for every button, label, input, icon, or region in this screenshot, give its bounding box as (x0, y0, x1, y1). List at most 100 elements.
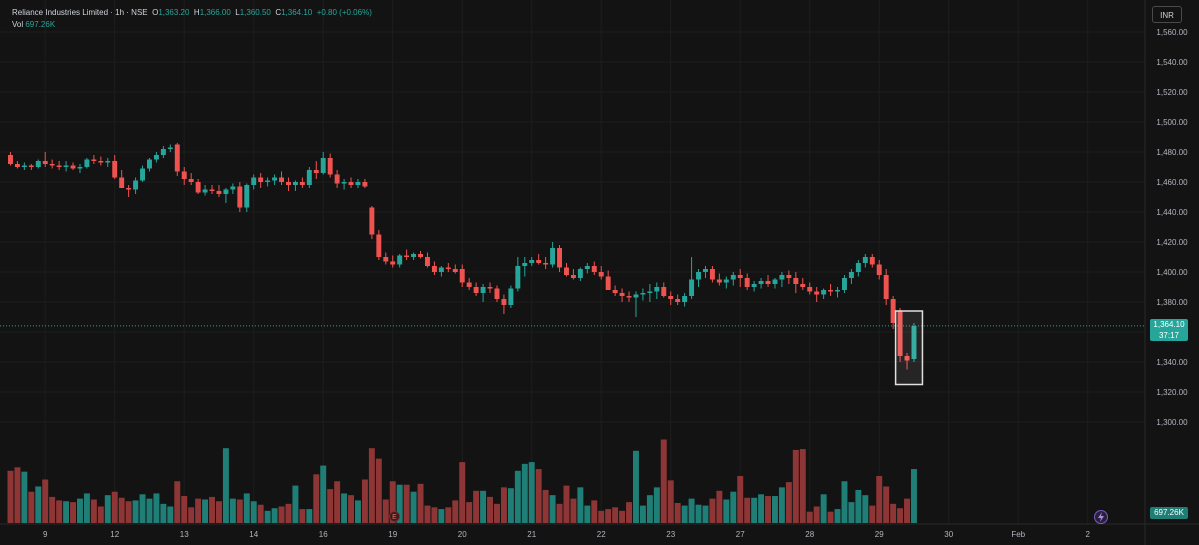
grid-lines (0, 0, 1145, 524)
candle-body (730, 275, 736, 280)
time-tick-label: Feb (1011, 530, 1025, 539)
volume-bar (834, 509, 841, 523)
volume-bar (216, 501, 222, 523)
volume-bar (125, 501, 132, 523)
lightning-icon[interactable] (1094, 510, 1108, 524)
candle-body (286, 182, 291, 185)
time-tick-label: 13 (180, 530, 189, 539)
volume-bar (890, 503, 897, 523)
time-tick-label: 21 (527, 530, 536, 539)
high-label: H (193, 8, 200, 17)
volume-bar (63, 501, 70, 523)
volume-bar (56, 500, 63, 523)
candle-body (765, 281, 771, 284)
candle-body (188, 179, 194, 182)
candle-body (459, 269, 465, 283)
candles (8, 143, 917, 370)
candle-body (140, 168, 145, 181)
volume-bar (904, 498, 910, 523)
volume-bar (243, 493, 250, 523)
volume-bars (7, 439, 917, 523)
candle-body (21, 165, 27, 167)
volume-bar (327, 489, 334, 523)
volume-bar (751, 497, 758, 523)
volume-bar (848, 502, 855, 523)
candle-body (835, 290, 840, 292)
volume-bar (452, 500, 459, 523)
volume-bar (7, 470, 14, 523)
candle-body (793, 278, 799, 284)
last-price-value: 1,364.10 (1153, 320, 1185, 329)
volume-bar (222, 448, 229, 523)
candle-body (452, 269, 458, 272)
candle-body (91, 159, 97, 161)
volume-bar (278, 506, 285, 523)
candle-body (564, 267, 569, 275)
volume-bar (389, 481, 396, 523)
volume-bar (911, 469, 917, 523)
candle-body (751, 284, 757, 287)
candle-body (584, 266, 590, 269)
volume-bar (716, 490, 723, 523)
bar-countdown: 37:17 (1158, 331, 1180, 340)
volume-bar (827, 511, 834, 523)
volume-bar (612, 507, 619, 523)
volume-bar (765, 496, 771, 523)
volume-bar (153, 493, 160, 523)
volume-bar (396, 484, 403, 523)
volume-bar (445, 507, 452, 523)
candle-body (105, 161, 111, 163)
candle-body (8, 155, 13, 164)
volume-bar (688, 498, 695, 523)
volume-bar (744, 497, 751, 523)
candle-body (299, 182, 305, 185)
candle-body (605, 276, 611, 290)
candle-body (480, 287, 486, 293)
candle-body (181, 171, 187, 179)
volume-bar (375, 458, 382, 523)
volume-bar (535, 469, 542, 523)
volume-bar (250, 501, 257, 523)
volume-bar (403, 484, 410, 523)
candle-body (237, 186, 243, 208)
volume-bar (83, 493, 90, 523)
price-tick-label: 1,500.00 (1156, 118, 1188, 127)
time-tick-label: 14 (249, 530, 258, 539)
candle-body (758, 281, 764, 284)
currency-button[interactable]: INR (1152, 6, 1182, 23)
volume-row: Vol 697.26K (12, 19, 372, 31)
candle-body (807, 287, 813, 292)
candle-body (550, 248, 556, 265)
candle-body (487, 287, 493, 289)
volume-bar (42, 479, 49, 523)
candle-body (494, 288, 500, 299)
volume-bar (111, 491, 118, 523)
volume-bar (542, 489, 549, 523)
volume-bar (876, 476, 883, 523)
symbol-name[interactable]: Reliance Industries Limited · 1h · NSE (12, 8, 148, 17)
time-axis: 9 12 13 14 16 19 20 21 22 23 27 28 29 30 Feb 2 (43, 530, 1090, 539)
last-price-tag: 1,364.10 37:17 (1150, 319, 1188, 341)
volume-bar (417, 483, 424, 523)
candle-body (723, 279, 729, 283)
volume-bar (820, 494, 827, 523)
time-tick-label: 19 (388, 530, 397, 539)
volume-bar (306, 509, 313, 523)
volume-bar (466, 502, 473, 523)
candle-body (557, 248, 562, 268)
price-tick-label: 1,520.00 (1156, 88, 1188, 97)
candle-body (320, 158, 326, 173)
candle-body (842, 278, 847, 290)
candle-body (772, 279, 778, 284)
volume-tag: 697.26K (1150, 507, 1188, 519)
volume-bar (723, 499, 730, 523)
volume-bar (556, 503, 563, 523)
volume-bar (35, 486, 42, 523)
candle-body (77, 167, 83, 169)
volume-bar (174, 481, 181, 523)
volume-bar (480, 490, 487, 523)
candle-body (716, 279, 722, 283)
close-value: 1,364.10 (281, 8, 313, 17)
earnings-badge[interactable]: E (389, 511, 400, 522)
